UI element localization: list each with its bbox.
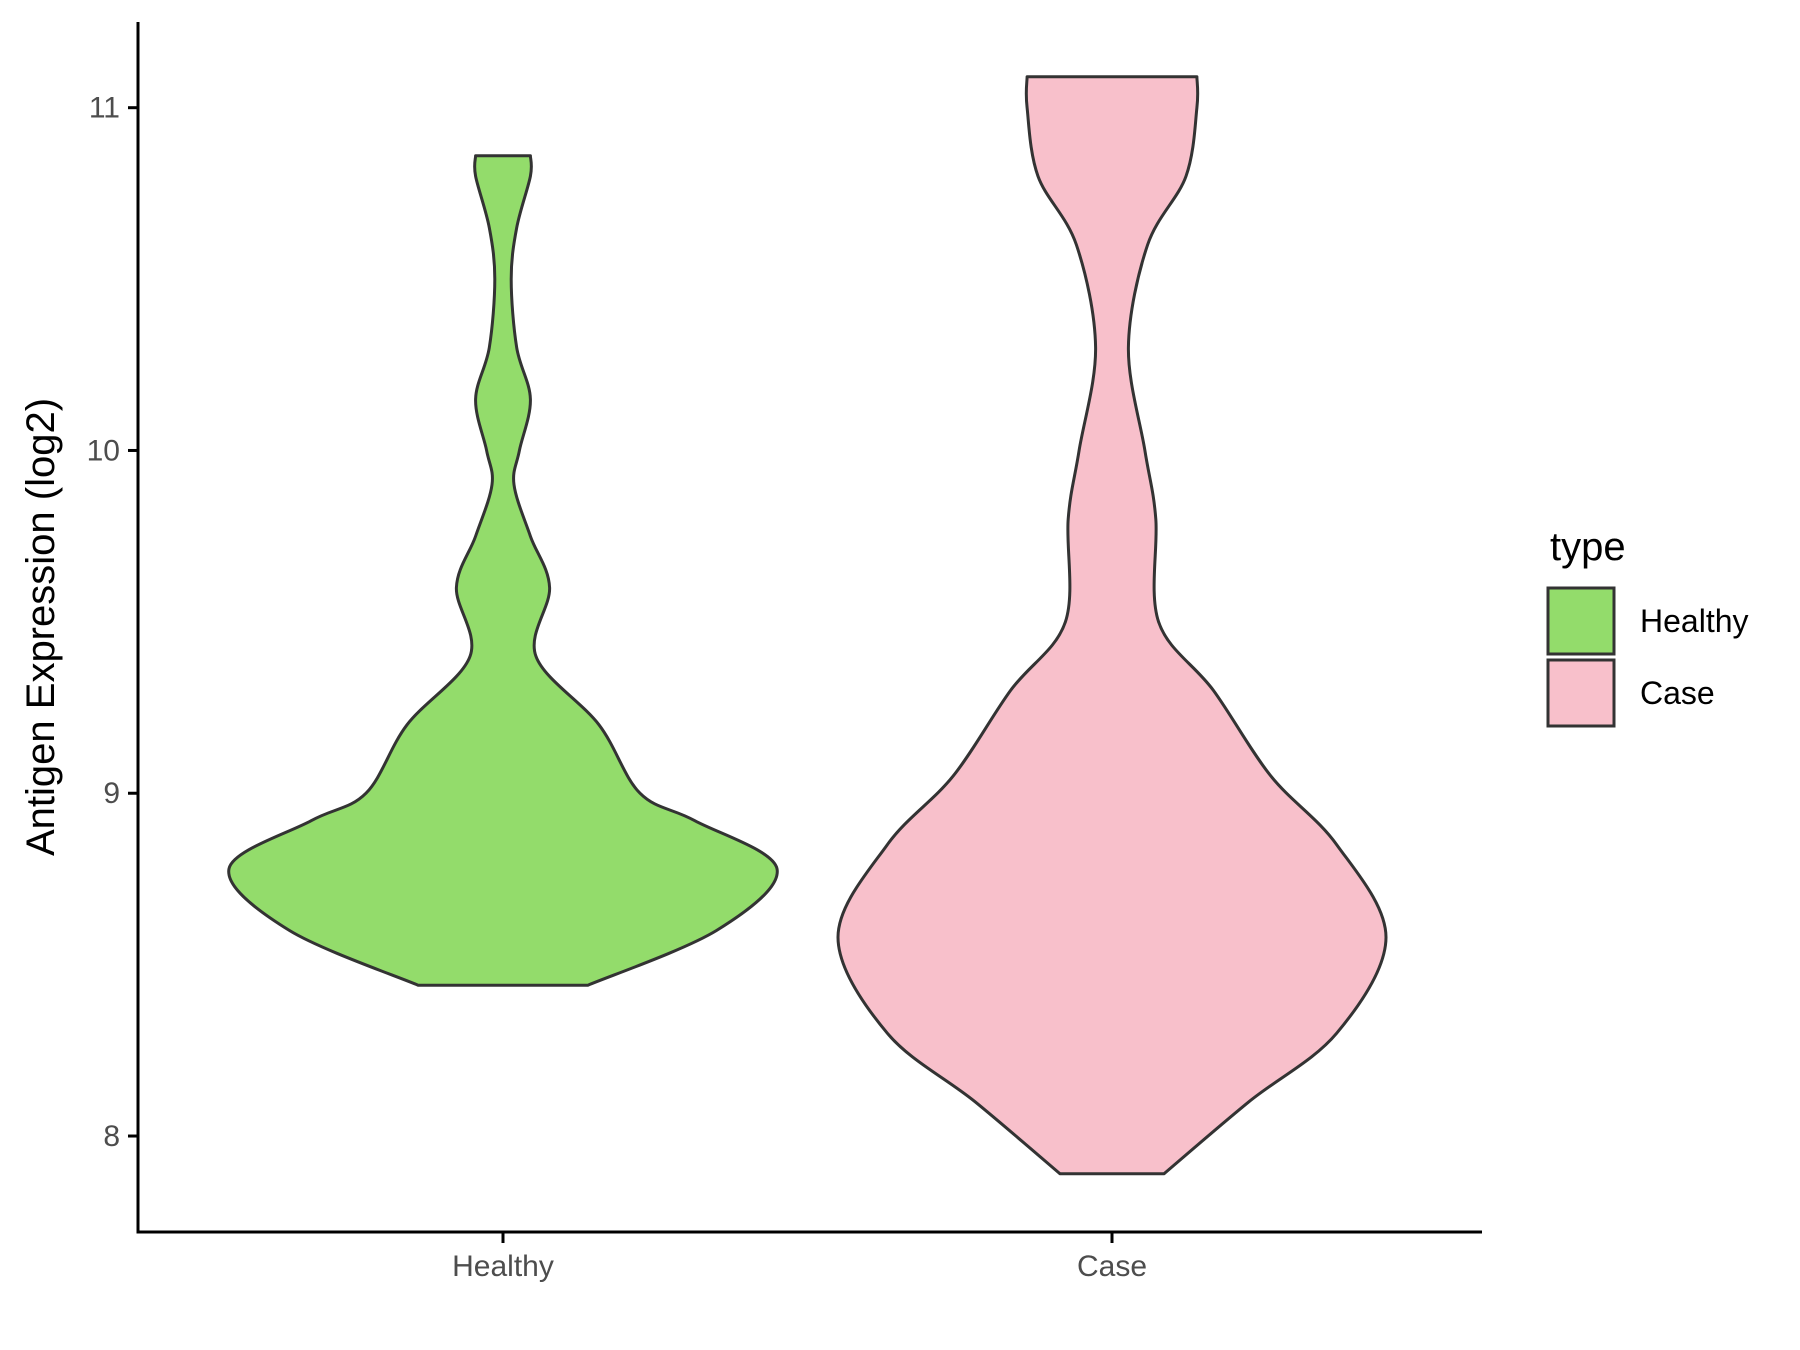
legend-label-healthy: Healthy (1640, 603, 1749, 639)
legend-swatch-healthy (1546, 586, 1616, 656)
violin-healthy (227, 154, 779, 987)
x-axis: Healthy Case (452, 1232, 1147, 1283)
y-tick-label: 8 (103, 1120, 120, 1153)
x-tick-label: Healthy (452, 1250, 554, 1283)
y-tick-label: 9 (103, 777, 120, 810)
y-axis-title: Antigen Expression (log2) (19, 398, 63, 856)
y-axis: 8 9 10 11 (87, 92, 138, 1153)
plot-area (227, 75, 1388, 1176)
legend-title: type (1550, 525, 1626, 569)
y-tick-label: 10 (87, 434, 120, 467)
legend-label-case: Case (1640, 675, 1715, 711)
legend: type Healthy Case (1546, 525, 1749, 728)
x-tick-label: Case (1077, 1250, 1147, 1283)
violin-case (836, 75, 1388, 1176)
legend-swatch-case (1546, 658, 1616, 728)
y-tick-label: 11 (89, 92, 120, 125)
